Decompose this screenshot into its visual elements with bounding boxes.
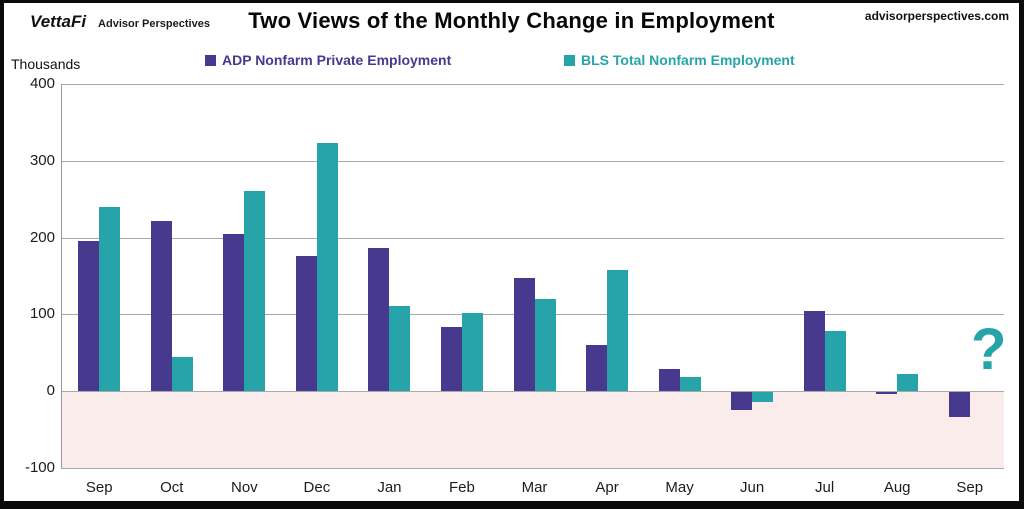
bar-bls-sep-0 <box>99 206 121 392</box>
bar-bls-jul-10 <box>824 330 846 392</box>
bar-bls-may-8 <box>679 376 701 392</box>
bar-bls-aug-11 <box>897 374 919 392</box>
gridline-0 <box>61 391 1004 393</box>
y-axis-line <box>61 84 62 468</box>
adp-legend-label: ADP Nonfarm Private Employment <box>222 52 452 68</box>
x-tick-label-feb-5: Feb <box>449 479 475 496</box>
bar-bls-apr-7 <box>607 269 629 392</box>
y-tick-label-400: 400 <box>29 75 55 92</box>
bar-adp-sep-12 <box>948 392 970 417</box>
bar-adp-jan-4 <box>368 247 390 392</box>
bar-adp-apr-7 <box>586 345 608 392</box>
advisor-perspectives-text: Advisor Perspectives <box>98 18 210 30</box>
adp-legend-swatch <box>205 54 216 66</box>
gridline-300 <box>61 160 1004 162</box>
bar-adp-may-8 <box>658 368 680 392</box>
y-tick-label-100: 100 <box>29 305 55 323</box>
x-tick-label-nov-2: Nov <box>231 479 258 496</box>
vettafi-logo-text: VettaFi <box>30 12 87 31</box>
y-tick-label-300: 300 <box>29 151 55 169</box>
bar-adp-feb-5 <box>440 326 462 392</box>
x-tick-label-sep-12: Sep <box>956 479 984 496</box>
x-tick-label-jun-9: Jun <box>740 479 765 496</box>
missing-value-question-mark: ? <box>971 317 1007 383</box>
bar-bls-mar-6 <box>534 299 556 392</box>
bar-adp-jul-10 <box>803 311 825 392</box>
bar-bls-oct-1 <box>171 357 193 392</box>
y-tick-label-200: 200 <box>29 228 55 246</box>
bar-adp-dec-3 <box>295 256 317 392</box>
vettafi-logo: VettaFi Advisor Perspectives <box>30 12 210 32</box>
y-tick-label-0: 0 <box>46 382 55 400</box>
plot-area: 400 300 200 100 0 -100 Sep Oct Nov Dec Jan Feb Mar Ap… <box>4 3 1019 501</box>
bls-legend-swatch <box>564 54 575 66</box>
website-text: advisorperspectives.com <box>864 9 1009 23</box>
x-tick-label-may-8: May <box>665 479 694 496</box>
gridline--100 <box>61 468 1004 469</box>
legend-item-bls: BLS Total Nonfarm Employment <box>564 52 795 68</box>
bar-bls-jun-9 <box>752 392 774 403</box>
y-axis-unit-label: Thousands <box>11 56 81 72</box>
chart-title: Two Views of the Monthly Change in Emplo… <box>248 8 775 33</box>
x-tick-label-jul-10: Jul <box>815 479 835 496</box>
bar-bls-jan-4 <box>389 305 411 392</box>
gridline-400 <box>61 84 1004 85</box>
bar-bls-nov-2 <box>244 190 266 392</box>
x-tick-label-aug-11: Aug <box>883 479 911 496</box>
bar-adp-jun-9 <box>731 392 753 410</box>
bar-adp-aug-11 <box>876 392 898 395</box>
bar-adp-mar-6 <box>513 278 535 392</box>
gridline-200 <box>61 237 1004 239</box>
x-tick-label-sep-0: Sep <box>85 479 113 496</box>
bar-adp-nov-2 <box>223 233 245 392</box>
bar-bls-feb-5 <box>461 312 483 392</box>
x-tick-label-mar-6: Mar <box>521 479 548 496</box>
x-tick-label-jan-4: Jan <box>377 479 402 496</box>
y-tick-label--100: -100 <box>24 459 55 476</box>
x-tick-label-apr-7: Apr <box>595 479 619 496</box>
bar-bls-dec-3 <box>316 143 338 392</box>
bls-legend-label: BLS Total Nonfarm Employment <box>581 52 795 68</box>
negative-region-shading <box>61 391 1004 468</box>
bar-adp-sep-0 <box>78 241 100 392</box>
bar-adp-oct-1 <box>150 221 172 392</box>
x-tick-label-oct-1: Oct <box>160 479 184 496</box>
x-tick-label-dec-3: Dec <box>303 479 331 496</box>
legend-item-adp: ADP Nonfarm Private Employment <box>205 52 451 68</box>
